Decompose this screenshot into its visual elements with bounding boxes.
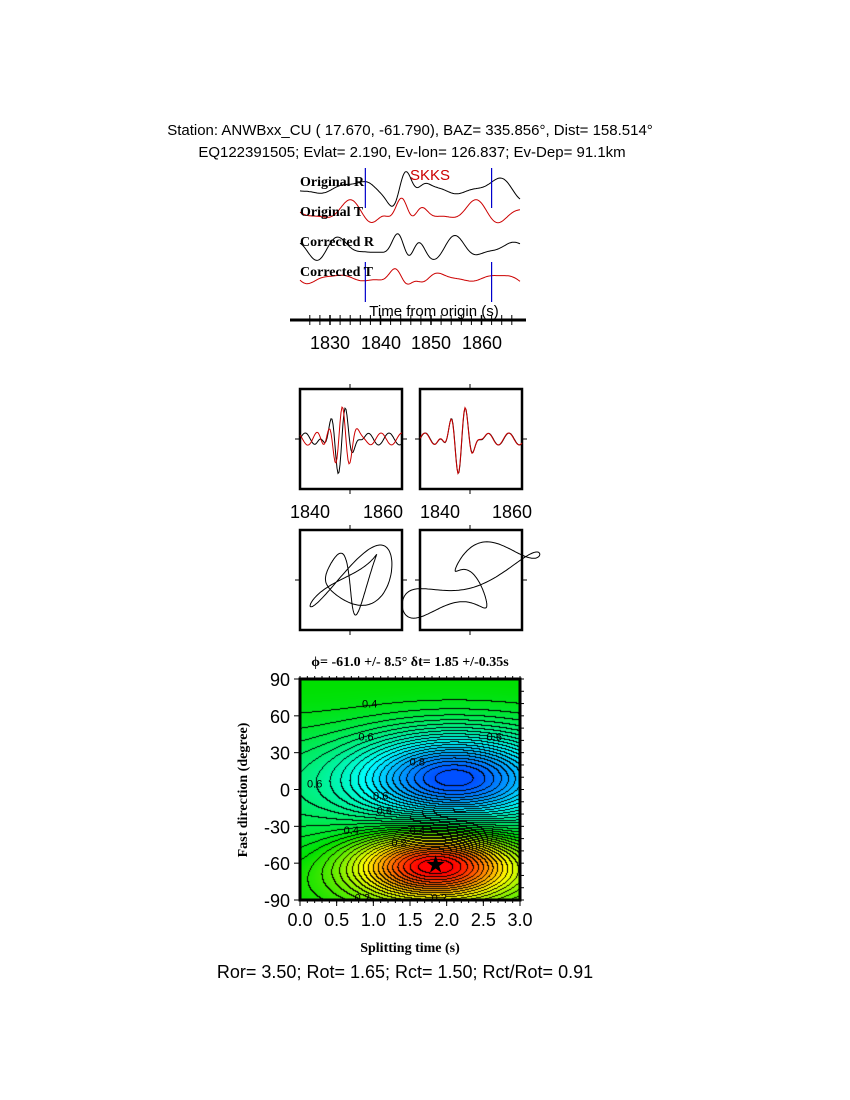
event-header: EQ122391505; Evlat= 2.190, Ev-lon= 126.8…: [198, 144, 625, 161]
waveform-panels: [295, 384, 541, 635]
time-tick: 1830: [310, 333, 350, 353]
y-tick-label: 0: [280, 781, 290, 801]
phase-label: SKKS: [410, 167, 450, 184]
station-header: Station: ANWBxx_CU ( 17.670, -61.790), B…: [167, 122, 653, 139]
panel-tick: 1840: [420, 502, 460, 522]
seismic-trace: [299, 171, 521, 207]
x-tick-label: 1.5: [397, 910, 422, 930]
particle-motion: [401, 541, 541, 619]
time-axis-label: Time from origin (s): [369, 303, 498, 320]
time-tick: 1860: [462, 333, 502, 353]
seismic-trace: [299, 197, 521, 224]
panel-tick: 1860: [492, 502, 532, 522]
y-axis-label: Fast direction (degree): [236, 722, 251, 857]
x-tick-label: 1.0: [361, 910, 386, 930]
trace-label-original-t: Original T: [300, 205, 364, 220]
transverse-waveform: [419, 406, 523, 475]
contour-axes: 0.0 0.5 1.0 1.5 2.0 2.5 3.0 90 60 30 0 -30 -60 -90: [264, 670, 533, 930]
y-tick-label: -60: [264, 854, 290, 874]
trace-label-corrected-t: Corrected T: [300, 265, 374, 280]
particle-motion: [309, 544, 393, 616]
y-tick-label: -90: [264, 891, 290, 911]
x-tick-label: 0.0: [287, 910, 312, 930]
transverse-waveform: [299, 406, 403, 465]
splitting-contour-map: [300, 679, 520, 900]
y-tick-label: 30: [270, 744, 290, 764]
panel-frame: [418, 387, 524, 491]
time-tick: 1840: [361, 333, 401, 353]
y-tick-label: 60: [270, 707, 290, 727]
panel-tick: 1840: [290, 502, 330, 522]
time-tick: 1850: [411, 333, 451, 353]
x-tick-label: 2.0: [434, 910, 459, 930]
x-tick-label: 0.5: [324, 910, 349, 930]
seismic-trace: [299, 233, 521, 261]
trace-label-original-r: Original R: [300, 175, 365, 190]
radial-waveform: [299, 407, 403, 475]
radial-waveform: [419, 407, 523, 475]
x-axis-label: Splitting time (s): [360, 941, 460, 956]
y-tick-label: 90: [270, 670, 290, 690]
panel-frame: [418, 528, 524, 632]
panel-tick: 1860: [363, 502, 403, 522]
ratio-summary: Ror= 3.50; Rot= 1.65; Rct= 1.50; Rct/Rot…: [217, 962, 593, 982]
panel-frame: [298, 528, 404, 632]
trace-label-corrected-r: Corrected R: [300, 235, 375, 250]
x-tick-label: 3.0: [507, 910, 532, 930]
seismic-trace: [299, 268, 521, 285]
x-tick-label: 2.5: [471, 910, 496, 930]
y-tick-label: -30: [264, 817, 290, 837]
chart-title: ϕ= -61.0 +/- 8.5° δt= 1.85 +/-0.35s: [311, 655, 509, 670]
